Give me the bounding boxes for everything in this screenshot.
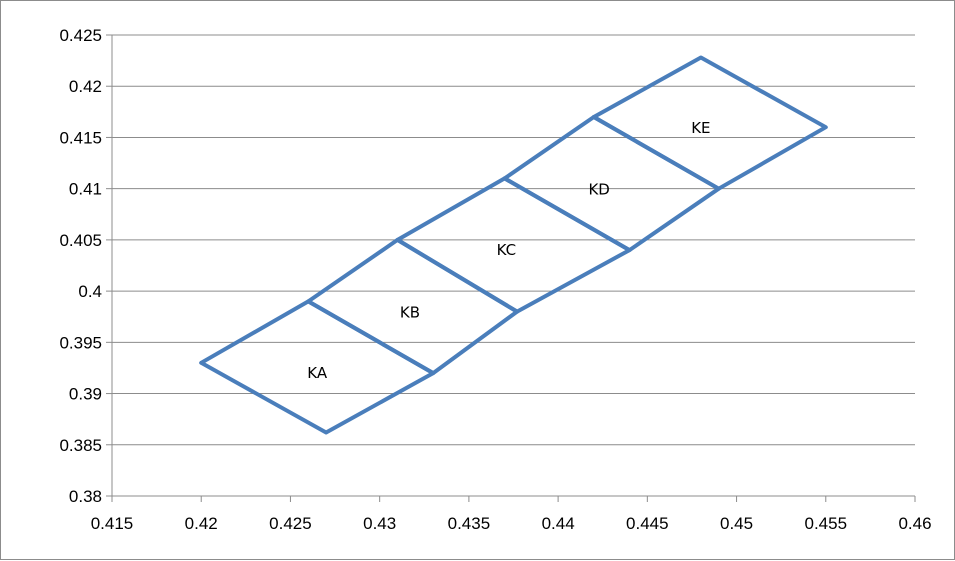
region-label: KC <box>497 241 517 259</box>
y-tick-label: 0.405 <box>59 231 102 250</box>
y-tick-label: 0.38 <box>69 487 102 506</box>
series-line <box>591 55 828 191</box>
y-tick-label: 0.41 <box>69 180 102 199</box>
x-tick-label: 0.445 <box>626 514 669 533</box>
x-tick-label: 0.42 <box>185 514 218 533</box>
region-label: KE <box>691 119 710 137</box>
region-label: KB <box>400 304 420 322</box>
axes: 0.425 0.42 0.415 0.41 0.405 0.4 0.395 0.39 0.385… <box>59 26 931 533</box>
x-tick-label: 0.435 <box>448 514 491 533</box>
x-tick-label: 0.45 <box>720 514 753 533</box>
y-tick-label: 0.415 <box>59 128 102 147</box>
y-tick-label: 0.42 <box>69 77 102 96</box>
y-tick-label: 0.385 <box>59 436 102 455</box>
x-tick-label: 0.415 <box>91 514 134 533</box>
x-tick-label: 0.43 <box>363 514 396 533</box>
region-label: KD <box>588 181 609 199</box>
y-tick-label: 0.425 <box>59 26 102 45</box>
y-tick-label: 0.395 <box>59 333 102 352</box>
x-tick-label: 0.455 <box>805 514 848 533</box>
y-tick-label: 0.4 <box>78 282 102 301</box>
x-tick-label: 0.425 <box>269 514 312 533</box>
y-tick-label: 0.39 <box>69 385 102 404</box>
annotation-group: KA KB KC KD KE <box>307 119 710 382</box>
x-tick-label: 0.44 <box>542 514 575 533</box>
series-group <box>199 55 828 435</box>
grid-lines <box>112 34 915 446</box>
x-tick-label: 0.46 <box>898 514 931 533</box>
region-label: KA <box>307 364 328 382</box>
